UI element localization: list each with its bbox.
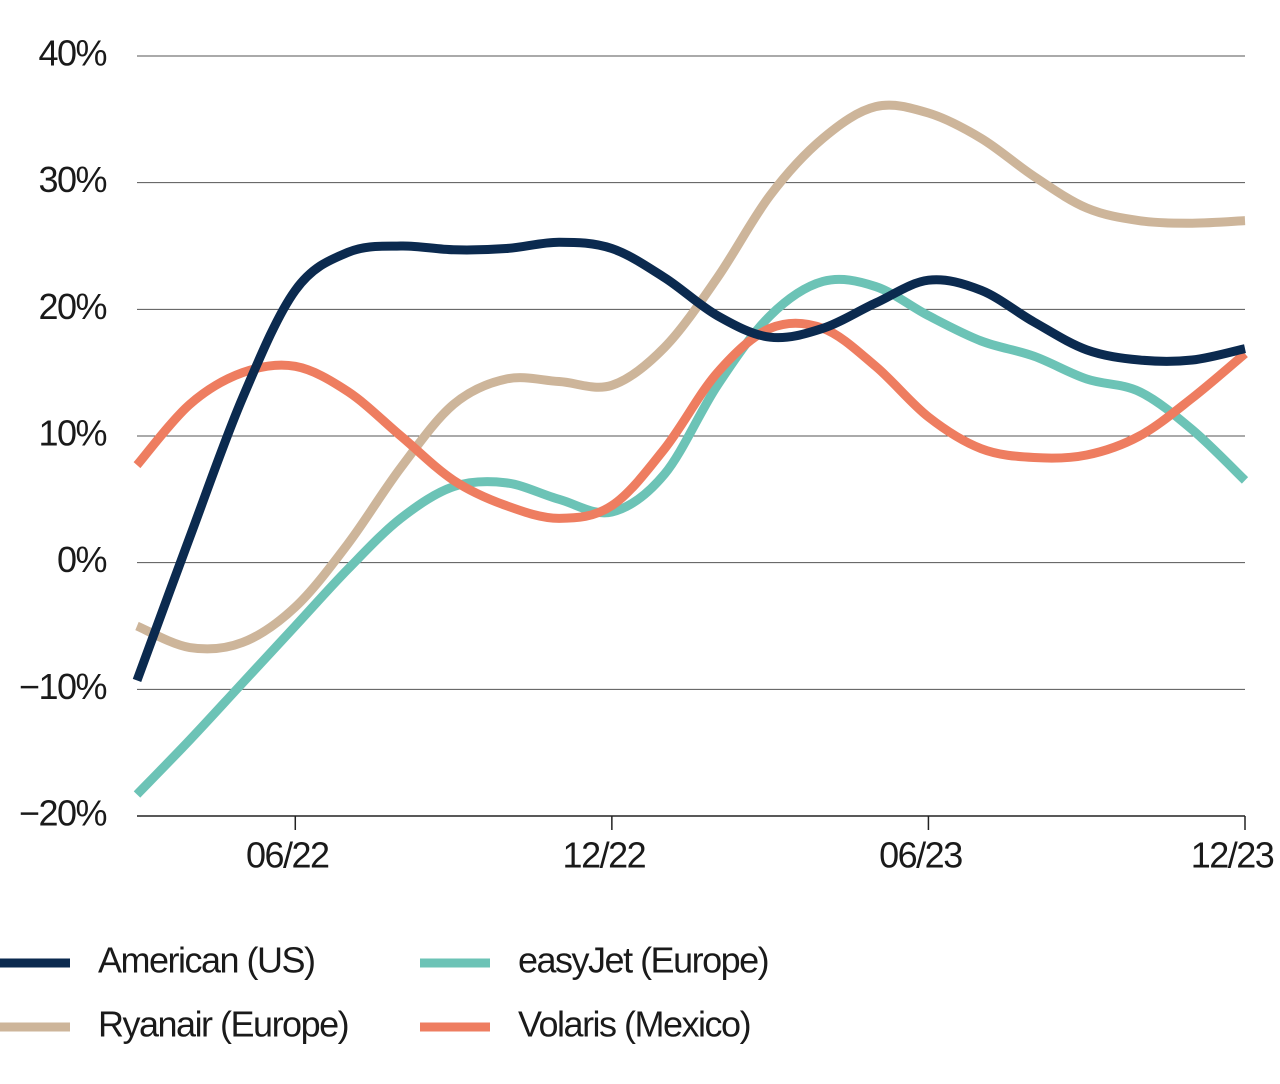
series-line: [133, 274, 1249, 798]
legend-label: easyJet (Europe): [518, 940, 768, 981]
x-tick-label: 06/22: [246, 835, 329, 876]
legend-label: American (US): [98, 940, 315, 981]
y-tick-label: −20%: [19, 793, 107, 834]
y-tick-label: −10%: [19, 666, 107, 707]
x-tick-label: 06/23: [879, 835, 962, 876]
y-tick-label: 30%: [38, 159, 106, 200]
series-line: [133, 318, 1248, 523]
series-line: [132, 237, 1247, 683]
legend-label: Ryanair (Europe): [98, 1004, 348, 1045]
series-line: [135, 100, 1246, 654]
legend-label: Volaris (Mexico): [518, 1004, 750, 1045]
x-tick-label: 12/23: [1191, 835, 1274, 876]
x-tick-label: 12/22: [563, 835, 646, 876]
y-tick-label: 20%: [38, 286, 106, 327]
y-tick-label: 0%: [57, 539, 107, 580]
y-tick-label: 40%: [38, 33, 106, 74]
y-tick-label: 10%: [38, 413, 106, 454]
